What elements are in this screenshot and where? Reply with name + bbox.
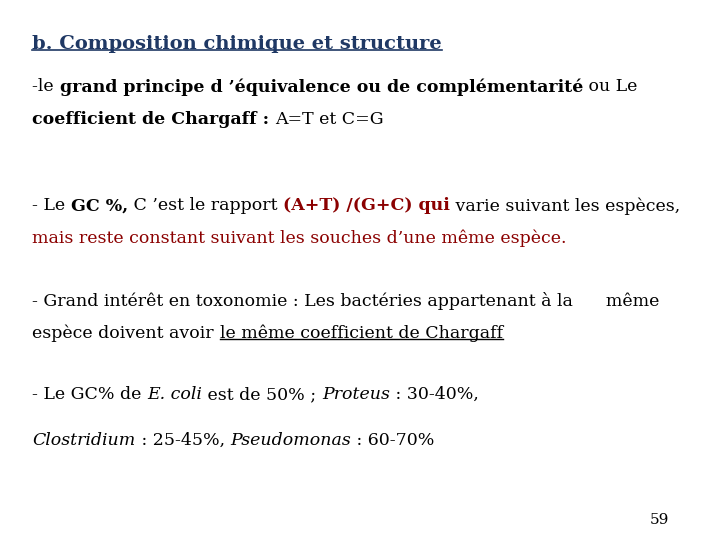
Text: - Le: - Le <box>32 197 71 214</box>
Text: Pseudomonas: Pseudomonas <box>230 432 351 449</box>
Text: C ’est le rapport: C ’est le rapport <box>128 197 283 214</box>
Text: : 25-45%,: : 25-45%, <box>135 432 230 449</box>
Text: coefficient de Chargaff :: coefficient de Chargaff : <box>32 111 276 127</box>
Text: - Le GC% de: - Le GC% de <box>32 386 148 403</box>
Text: -le: -le <box>32 78 60 95</box>
Text: le même coefficient de Chargaff: le même coefficient de Chargaff <box>220 324 503 341</box>
Text: mais reste constant suivant les souches d’une même espèce.: mais reste constant suivant les souches … <box>32 230 567 247</box>
Text: : 30-40%,: : 30-40%, <box>390 386 479 403</box>
Text: est de 50% ;: est de 50% ; <box>202 386 322 403</box>
Text: b. Composition chimique et structure: b. Composition chimique et structure <box>32 35 442 53</box>
Text: ou Le: ou Le <box>583 78 637 95</box>
Text: E. coli: E. coli <box>148 386 202 403</box>
Text: GC %,: GC %, <box>71 197 128 214</box>
Text: Clostridium: Clostridium <box>32 432 135 449</box>
Text: (A+T) /(G+C) qui: (A+T) /(G+C) qui <box>283 197 450 214</box>
Text: 59: 59 <box>650 512 670 526</box>
Text: Proteus: Proteus <box>322 386 390 403</box>
Text: A=T et C=G: A=T et C=G <box>276 111 384 127</box>
Text: : 60-70%: : 60-70% <box>351 432 434 449</box>
Text: espèce doivent avoir: espèce doivent avoir <box>32 324 220 341</box>
Text: - Grand intérêt en toxonomie : Les bactéries appartenant à la      même: - Grand intérêt en toxonomie : Les bacté… <box>32 292 660 309</box>
Text: varie suivant les espèces,: varie suivant les espèces, <box>450 197 680 214</box>
Text: grand principe d ’équivalence ou de complémentarité: grand principe d ’équivalence ou de comp… <box>60 78 583 96</box>
